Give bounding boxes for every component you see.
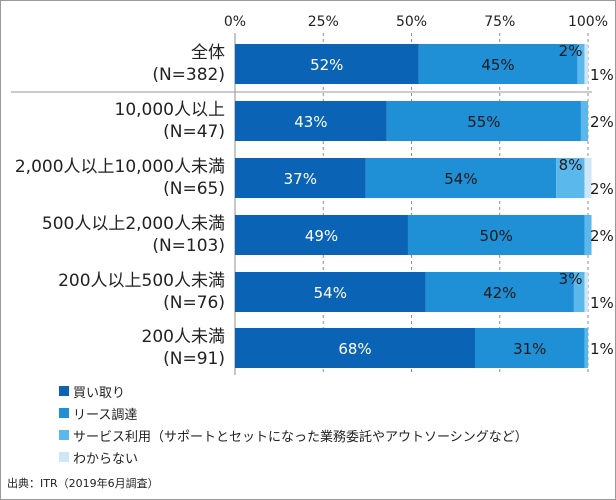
x-tick-label-0: 0% [224, 14, 246, 30]
x-tick-label-1: 25% [308, 14, 339, 30]
bar-lease-3 [407, 215, 585, 255]
legend-label-lease: リース調達 [73, 407, 138, 423]
source-note: 出典：ITR（2019年6月調査） [7, 477, 159, 490]
bar-buy-2 [235, 158, 366, 198]
data-label-unknown-0: 1% [590, 66, 614, 84]
legend-swatch-buy [59, 386, 69, 396]
bar-service-3 [584, 215, 592, 255]
bar-buy-5 [235, 328, 476, 368]
data-label-lease-4: 42% [483, 284, 516, 302]
legend: 買い取り リース調達 サービス利用（サポートとセットになった業務委託やアウトソー… [59, 380, 528, 468]
bar-service-2 [556, 158, 585, 198]
legend-item-lease: リース調達 [59, 402, 528, 424]
category-label-5: 200人未満 (N=91) [141, 327, 225, 369]
bar-unknown-0 [584, 44, 588, 84]
legend-swatch-lease [59, 408, 69, 418]
legend-swatch-unknown [59, 452, 69, 462]
legend-swatch-service [59, 430, 69, 440]
legend-item-buy: 買い取り [59, 380, 528, 402]
bar-service-1 [580, 101, 588, 141]
bar-buy-1 [235, 101, 387, 141]
legend-label-service: サービス利用（サポートとセットになった業務委託やアウトソーシングなど） [73, 429, 528, 445]
data-label-buy-0: 52% [310, 56, 343, 74]
bar-buy-3 [235, 215, 408, 255]
data-label-service-2: 8% [559, 156, 583, 174]
bar-service-4 [573, 272, 585, 312]
legend-label-unknown: わからない [73, 451, 139, 467]
x-tick-label-3: 75% [484, 14, 515, 30]
x-tick-label-2: 50% [396, 14, 427, 30]
data-label-buy-2: 37% [284, 170, 317, 188]
bar-buy-4 [235, 272, 426, 312]
bar-service-0 [577, 44, 585, 84]
bar-buy-0 [235, 44, 419, 84]
data-label-buy-4: 54% [314, 284, 347, 302]
bar-unknown-4 [584, 272, 588, 312]
data-label-service-3: 2% [590, 227, 614, 245]
bar-lease-0 [418, 44, 578, 84]
data-label-lease-3: 50% [480, 227, 513, 245]
category-label-2: 2,000人以上10,000人未満 (N=65) [14, 157, 225, 199]
legend-label-buy: 買い取り [73, 385, 126, 401]
data-label-service-1: 2% [590, 113, 614, 131]
legend-item-unknown: わからない [59, 446, 528, 468]
bar-service-5 [584, 328, 588, 368]
data-label-service-5: 1% [590, 340, 614, 358]
bar-lease-1 [386, 101, 581, 141]
data-label-unknown-2: 2% [590, 180, 614, 198]
legend-item-service: サービス利用（サポートとセットになった業務委託やアウトソーシングなど） [59, 424, 528, 446]
category-label-0: 全体 (N=382) [152, 43, 225, 85]
data-label-buy-3: 49% [305, 227, 338, 245]
bar-lease-2 [365, 158, 557, 198]
data-label-buy-1: 43% [294, 113, 327, 131]
data-label-lease-5: 31% [513, 340, 546, 358]
data-label-service-0: 2% [559, 42, 583, 60]
category-label-3: 500人以上2,000人未満 (N=103) [41, 214, 225, 256]
data-label-lease-2: 54% [444, 170, 477, 188]
data-label-buy-5: 68% [338, 340, 371, 358]
data-label-service-4: 3% [559, 270, 583, 288]
data-label-lease-0: 45% [481, 56, 514, 74]
category-label-1: 10,000人以上 (N=47) [114, 100, 225, 142]
category-label-4: 200人以上500人未満 (N=76) [58, 271, 225, 313]
bar-lease-5 [475, 328, 585, 368]
data-label-unknown-4: 1% [590, 294, 614, 312]
bar-unknown-2 [584, 158, 592, 198]
data-label-lease-1: 55% [467, 113, 500, 131]
bar-lease-4 [425, 272, 574, 312]
x-tick-label-4: 100% [568, 14, 608, 30]
